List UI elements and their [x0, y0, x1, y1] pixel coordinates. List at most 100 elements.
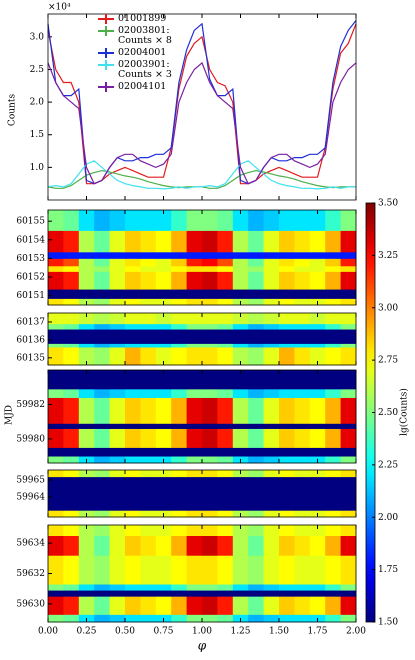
heatmap-cell [217, 271, 234, 290]
x-tick-label: 0.00 [38, 627, 58, 637]
heatmap-cell [294, 456, 311, 464]
heatmap-cell [232, 388, 249, 398]
heatmap-cell [294, 397, 311, 424]
heatmap-cell [186, 347, 203, 366]
heatmap-cell [109, 298, 126, 306]
heatmap-cell [171, 265, 187, 272]
heatmap-cell [309, 251, 326, 259]
heatmap-cell [94, 614, 110, 623]
heatmap-cell [340, 423, 357, 429]
heatmap-cell [48, 555, 64, 585]
heatmap-cell [325, 535, 341, 556]
heatmap-cell [248, 428, 264, 448]
heatmap-cell [155, 210, 172, 231]
heatmap-cell [232, 584, 249, 591]
heatmap-cell [325, 470, 341, 478]
heatmap-cell [125, 535, 141, 556]
heatmap-cell [279, 265, 295, 272]
heatmap-cell [63, 525, 80, 537]
series-line [47, 20, 357, 185]
legend-swatch [98, 60, 114, 70]
heatmap-cell [109, 447, 126, 457]
heatmap-cell [232, 230, 249, 253]
heatmap-cell [248, 584, 264, 591]
x-tick-label: 0.25 [76, 627, 96, 637]
heatmap-cell [140, 555, 157, 585]
heatmap-cell [217, 230, 234, 253]
heatmap-cell [63, 510, 80, 518]
heatmap-cell [140, 343, 157, 348]
heatmap-cell [48, 329, 64, 344]
heatmap-cell [186, 251, 203, 259]
heatmap-cell [248, 535, 264, 556]
heatmap-cell [340, 271, 357, 290]
heatmap-cell [232, 347, 249, 366]
heatmap-cell [94, 456, 110, 464]
heatmap-cell [279, 251, 295, 259]
plot-frame [47, 13, 357, 201]
heatmap-cell [109, 251, 126, 259]
colorbar-tick-label: 2.50 [378, 408, 398, 418]
heatmap-cell [63, 329, 80, 344]
heatmap-cell [186, 210, 203, 231]
heatmap-cell [94, 470, 110, 478]
heatmap-cell [232, 258, 249, 267]
heatmap-cell [340, 289, 357, 299]
heatmap-cell [186, 584, 203, 591]
heatmap-cell [109, 210, 126, 231]
heatmap-cell [48, 370, 64, 390]
heatmap-cell [78, 428, 95, 448]
heatmap-cell [325, 343, 341, 348]
heatmap-cell [94, 210, 110, 231]
heatmap-cell [94, 265, 110, 272]
heatmap-cell [140, 258, 157, 267]
heatmap-cell [125, 614, 141, 623]
heatmap-cell [202, 470, 218, 478]
y-tick-label: 60154 [16, 235, 45, 245]
heatmap-cell [294, 388, 311, 398]
colorbar-tick-label: 2.25 [378, 460, 398, 470]
heatmap-cell [263, 476, 280, 511]
legend-swatch [98, 48, 114, 58]
heatmap-cell [78, 596, 95, 615]
heatmap-cell [340, 510, 357, 518]
heatmap-cell [309, 343, 326, 348]
heatmap-cell [78, 323, 95, 330]
heatmap-cell [279, 313, 295, 325]
heatmap-cell [94, 388, 110, 398]
heatmap-cell [248, 313, 264, 325]
heatmap-cell [109, 476, 126, 511]
heatmap-cell [186, 289, 203, 299]
heatmap-cell [109, 614, 126, 623]
series-line [47, 61, 357, 185]
heatmap-cell [63, 289, 80, 299]
heatmap-cell [325, 313, 341, 325]
heatmap-cell [263, 596, 280, 615]
heatmap-cell [279, 510, 295, 518]
heatmap-cell [217, 535, 234, 556]
heatmap-cell [279, 525, 295, 537]
heatmap-cell [155, 230, 172, 253]
heatmap-cell [140, 535, 157, 556]
heatmap-cell [202, 388, 218, 398]
heatmap-cell [217, 590, 234, 597]
heatmap-cell [186, 428, 203, 448]
heatmap-cell [309, 590, 326, 597]
heatmap-cell [155, 370, 172, 390]
heatmap-cell [309, 370, 326, 390]
heatmap-cell [217, 525, 234, 537]
heatmap-cell [48, 476, 64, 511]
y-tick-label: 59965 [16, 476, 45, 486]
heatmap-cell [94, 476, 110, 511]
heatmap-cell [232, 271, 249, 290]
heatmap-cell [94, 525, 110, 537]
y-axis-label: Counts [8, 94, 18, 127]
heatmap-cell [78, 230, 95, 253]
heatmap-cell [109, 347, 126, 366]
heatmap-cell [125, 397, 141, 424]
heatmap-cell [78, 447, 95, 457]
heatmap-cell [325, 271, 341, 290]
heatmap-cell [171, 230, 187, 253]
heatmap-cell [309, 329, 326, 344]
heatmap-cell [217, 555, 234, 585]
